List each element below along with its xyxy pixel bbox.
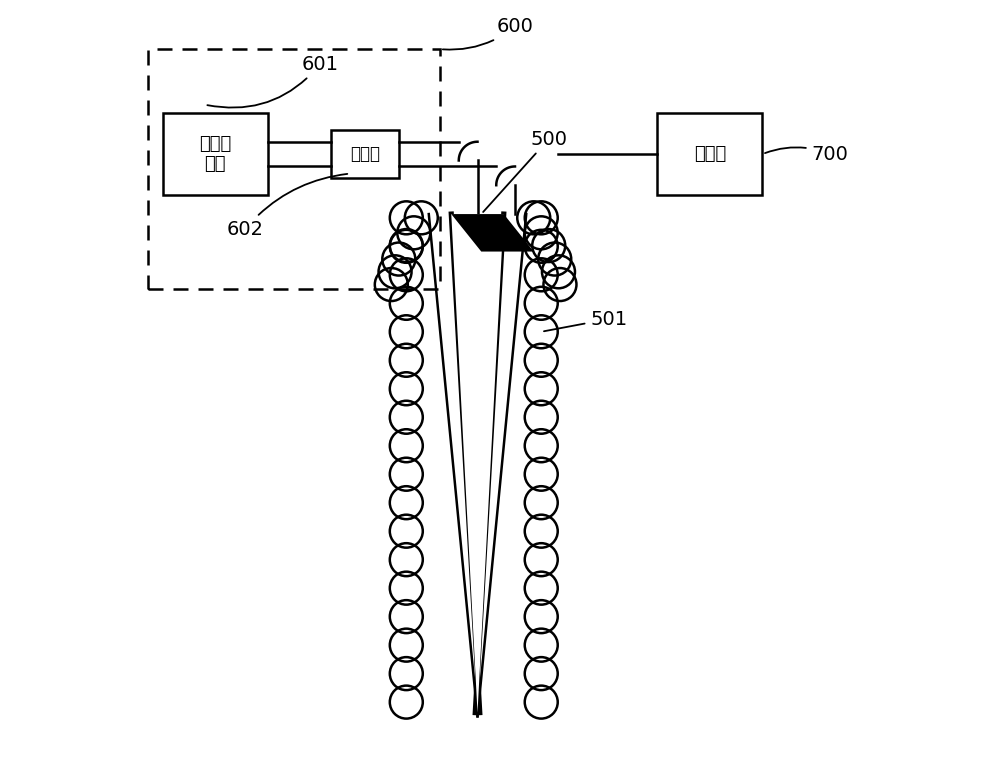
Text: 600: 600 — [443, 17, 533, 49]
Bar — [148, 49, 440, 289]
Text: 施压气
体源: 施压气 体源 — [199, 135, 231, 174]
Text: 焊料源: 焊料源 — [694, 145, 726, 163]
Text: 601: 601 — [207, 55, 339, 108]
Text: 调节阀: 调节阀 — [350, 145, 380, 163]
Text: 602: 602 — [227, 174, 347, 239]
Text: 501: 501 — [544, 309, 627, 331]
Text: 700: 700 — [765, 145, 848, 164]
Text: 500: 500 — [483, 130, 567, 212]
Bar — [657, 113, 762, 196]
Polygon shape — [451, 214, 534, 252]
Bar — [163, 113, 268, 196]
Polygon shape — [451, 214, 504, 713]
Bar — [331, 130, 399, 178]
